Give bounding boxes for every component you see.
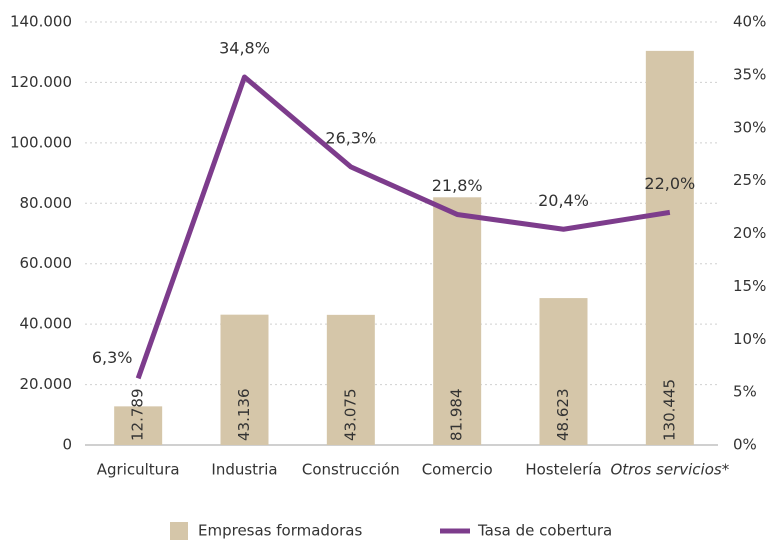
- line-value-label: 22,0%: [644, 174, 695, 193]
- x-tick-label: Comercio: [422, 461, 493, 479]
- y2-tick-label: 30%: [733, 118, 766, 136]
- y2-tick-label: 20%: [733, 224, 766, 242]
- y-tick-label: 20.000: [20, 375, 73, 393]
- legend-swatch: [170, 522, 188, 540]
- y2-tick-label: 0%: [733, 436, 757, 454]
- y2-tick-label: 40%: [733, 13, 766, 31]
- bar-value-label: 12.789: [129, 389, 147, 442]
- line-value-label: 21,8%: [432, 176, 483, 195]
- x-tick-label: Construcción: [302, 461, 400, 479]
- y-tick-label: 100.000: [10, 133, 72, 151]
- line-value-label: 20,4%: [538, 191, 589, 210]
- bar-value-label: 43.075: [341, 389, 359, 442]
- y-tick-label: 140.000: [10, 13, 72, 31]
- bar-value-label: 81.984: [448, 389, 466, 442]
- bar-value-label: 43.136: [235, 389, 253, 442]
- line-value-label: 26,3%: [325, 128, 376, 147]
- y-tick-label: 120.000: [10, 73, 72, 91]
- y-tick-label: 40.000: [20, 315, 73, 333]
- y2-tick-label: 35%: [733, 65, 766, 83]
- y2-tick-label: 15%: [733, 277, 766, 295]
- x-tick-label: Agricultura: [97, 461, 180, 479]
- bar: [645, 50, 694, 445]
- x-tick-label: Otros servicios*: [610, 461, 729, 479]
- bar: [114, 406, 163, 445]
- legend-label: Tasa de cobertura: [477, 522, 612, 540]
- y-tick-label: 0: [62, 436, 72, 454]
- y2-tick-label: 25%: [733, 171, 766, 189]
- bar: [433, 197, 482, 445]
- legend-label: Empresas formadoras: [198, 522, 362, 540]
- bar-value-label: 130.445: [660, 379, 678, 441]
- bar: [539, 298, 588, 445]
- y-tick-label: 80.000: [20, 194, 73, 212]
- line-value-label: 6,3%: [92, 348, 133, 367]
- y-tick-label: 60.000: [20, 254, 73, 272]
- bar: [326, 314, 375, 445]
- bar-value-label: 48.623: [554, 389, 572, 442]
- x-tick-label: Hostelería: [525, 461, 601, 479]
- bar: [220, 314, 269, 445]
- y2-tick-label: 5%: [733, 383, 757, 401]
- y2-tick-label: 10%: [733, 330, 766, 348]
- x-tick-label: Industria: [211, 461, 277, 479]
- line: [135, 74, 671, 380]
- line-value-label: 34,8%: [219, 38, 270, 57]
